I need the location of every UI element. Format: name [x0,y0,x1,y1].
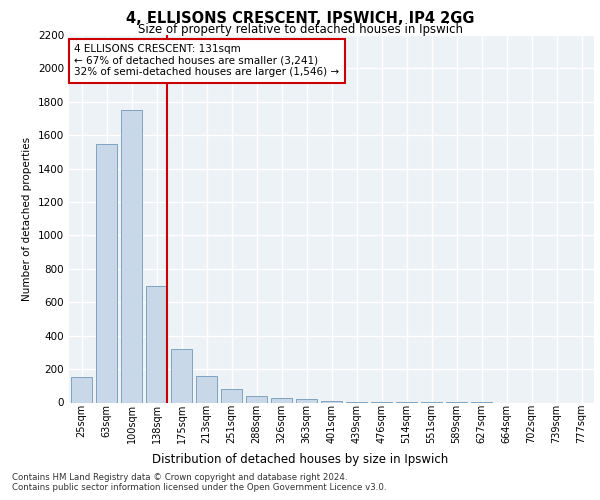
Text: Contains public sector information licensed under the Open Government Licence v3: Contains public sector information licen… [12,484,386,492]
Bar [246,396,267,402]
Bar [221,389,242,402]
Bar [271,398,292,402]
Bar [121,110,142,403]
Bar [296,399,317,402]
Bar [321,401,342,402]
Bar [196,376,217,402]
Bar [171,349,192,403]
Text: Distribution of detached houses by size in Ipswich: Distribution of detached houses by size … [152,452,448,466]
Text: Contains HM Land Registry data © Crown copyright and database right 2024.: Contains HM Land Registry data © Crown c… [12,472,347,482]
Bar [146,286,167,403]
Text: Size of property relative to detached houses in Ipswich: Size of property relative to detached ho… [137,22,463,36]
Bar [71,378,92,402]
Y-axis label: Number of detached properties: Number of detached properties [22,136,32,301]
Bar [96,144,117,402]
Text: 4 ELLISONS CRESCENT: 131sqm
← 67% of detached houses are smaller (3,241)
32% of : 4 ELLISONS CRESCENT: 131sqm ← 67% of det… [74,44,340,78]
Text: 4, ELLISONS CRESCENT, IPSWICH, IP4 2GG: 4, ELLISONS CRESCENT, IPSWICH, IP4 2GG [126,11,474,26]
